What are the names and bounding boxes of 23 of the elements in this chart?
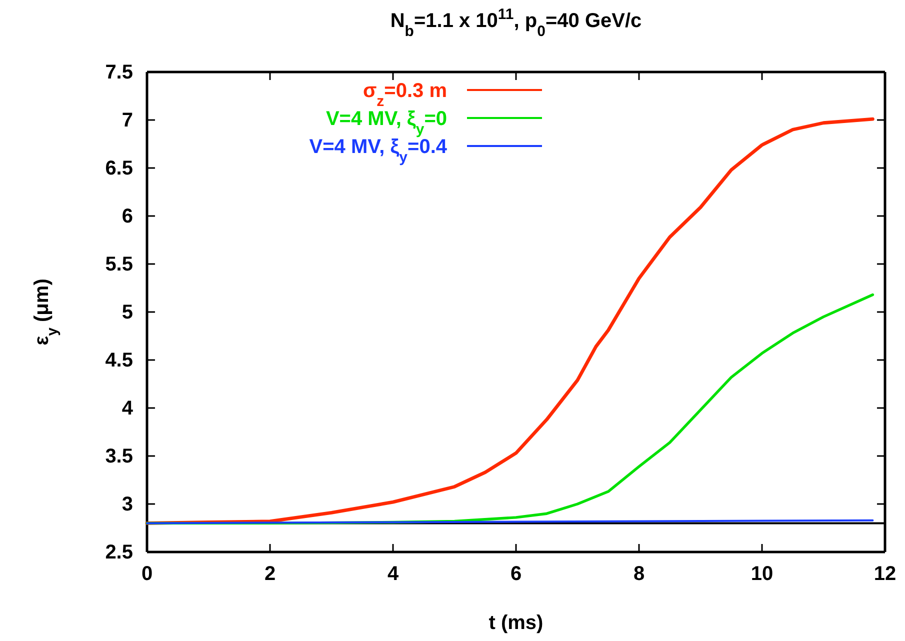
y-tick-label: 2.5 — [105, 541, 133, 564]
x-tick-label: 4 — [387, 563, 400, 586]
y-tick-label: 4.5 — [105, 349, 133, 372]
y-tick-label: 4 — [122, 397, 134, 420]
y-tick-label: 3.5 — [105, 445, 133, 468]
x-tick-label: 0 — [141, 563, 153, 586]
x-tick-label: 10 — [750, 563, 774, 586]
legend-label: V=4 MV, ξ$_{y}$=0.4 — [309, 136, 448, 166]
y-tick-label: 6.5 — [105, 157, 133, 180]
y-tick-label: 7.5 — [105, 61, 133, 84]
y-tick-label: 6 — [122, 205, 133, 228]
x-tick-label: 8 — [633, 563, 645, 586]
x-axis-title: t (ms) — [488, 612, 544, 634]
x-tick-label: 2 — [264, 563, 276, 586]
legend-label: V=4 MV, ξ$_{y}$=0 — [326, 108, 447, 138]
y-tick-label: 3 — [122, 493, 133, 516]
chart-title: N$_{b}$=1.1 x 10$^{11}$, p$_{0}$=40 GeV/c — [390, 6, 642, 40]
y-tick-label: 5.5 — [105, 253, 133, 276]
x-tick-label: 12 — [874, 563, 896, 586]
y-tick-label: 7 — [122, 109, 133, 132]
x-tick-label: 6 — [510, 563, 522, 586]
legend-label: σ$_{z}$=0.3 m — [362, 80, 447, 110]
y-tick-label: 5 — [122, 301, 133, 324]
